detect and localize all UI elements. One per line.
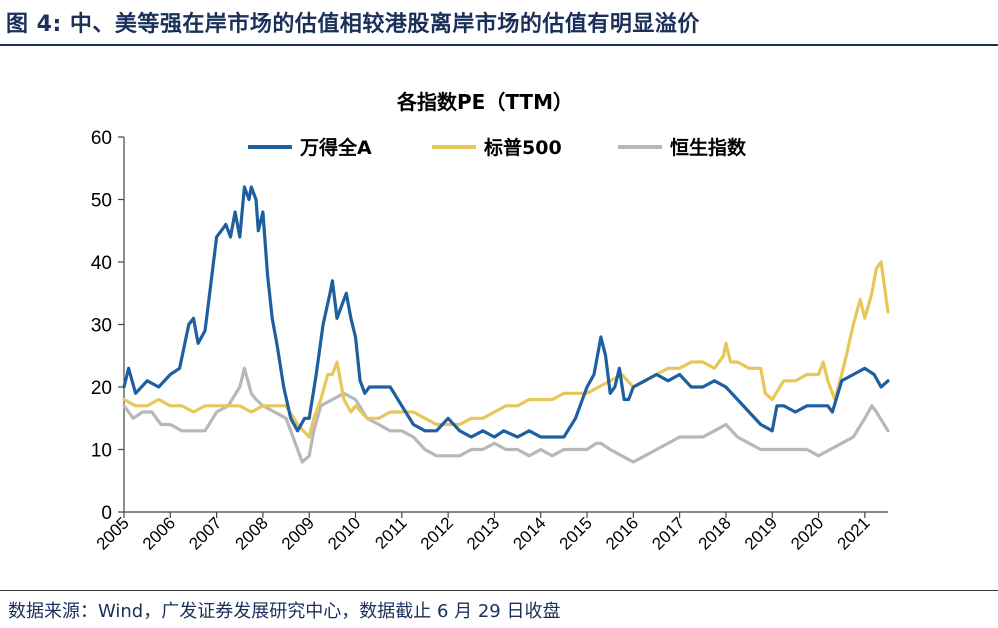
source-rule	[0, 590, 998, 591]
x-tick-label: 2017	[648, 513, 688, 553]
series-line-万得全A	[122, 185, 890, 439]
x-tick-label: 2010	[324, 513, 364, 553]
x-tick-label: 2013	[463, 513, 503, 553]
legend-label: 标普500	[484, 136, 562, 159]
title-rule	[0, 44, 998, 46]
source-note: 数据来源：Wind，广发证券发展研究中心，数据截止 6 月 29 日收盘	[8, 601, 561, 622]
legend-label: 万得全A	[299, 136, 372, 159]
x-tick-label: 2011	[371, 513, 410, 552]
y-tick-label: 60	[91, 128, 112, 149]
x-tick-label: 2021	[833, 513, 873, 553]
y-tick-label: 50	[91, 191, 112, 212]
chart-title: 各指数PE（TTM）	[396, 90, 573, 114]
x-tick-label: 2019	[741, 513, 781, 553]
x-tick-label: 2005	[93, 513, 133, 553]
series-layer	[122, 185, 890, 464]
series-line-恒生指数	[122, 366, 890, 464]
y-tick-label: 0	[101, 503, 112, 524]
x-tick-label: 2009	[278, 513, 318, 553]
figure-title: 图 4: 中、美等强在岸市场的估值相较港股离岸市场的估值有明显溢价	[6, 12, 700, 37]
x-tick-label: 2007	[185, 513, 225, 553]
y-tick-label: 30	[91, 316, 112, 337]
legend: 万得全A 标普500 恒生指数	[248, 136, 747, 159]
x-tick-label: 2014	[509, 513, 549, 553]
x-tick-label: 2015	[556, 513, 596, 553]
y-tick-label: 40	[91, 253, 112, 274]
x-tick-label: 2012	[417, 513, 457, 553]
x-tick-label: 2006	[139, 513, 179, 553]
x-tick-label: 2016	[602, 513, 642, 553]
series-line-标普500	[122, 260, 890, 439]
y-tick-label: 10	[91, 441, 112, 462]
x-tick-label: 2008	[232, 513, 272, 553]
x-tick-label: 2020	[787, 513, 827, 553]
x-tick-label: 2018	[695, 513, 735, 553]
y-tick-label: 20	[91, 378, 112, 399]
legend-label: 恒生指数	[670, 136, 747, 159]
pe-line-chart: 各指数PE（TTM） 万得全A 标普500 恒生指数 0 10 20 30 40 50 60 20…	[91, 90, 890, 554]
